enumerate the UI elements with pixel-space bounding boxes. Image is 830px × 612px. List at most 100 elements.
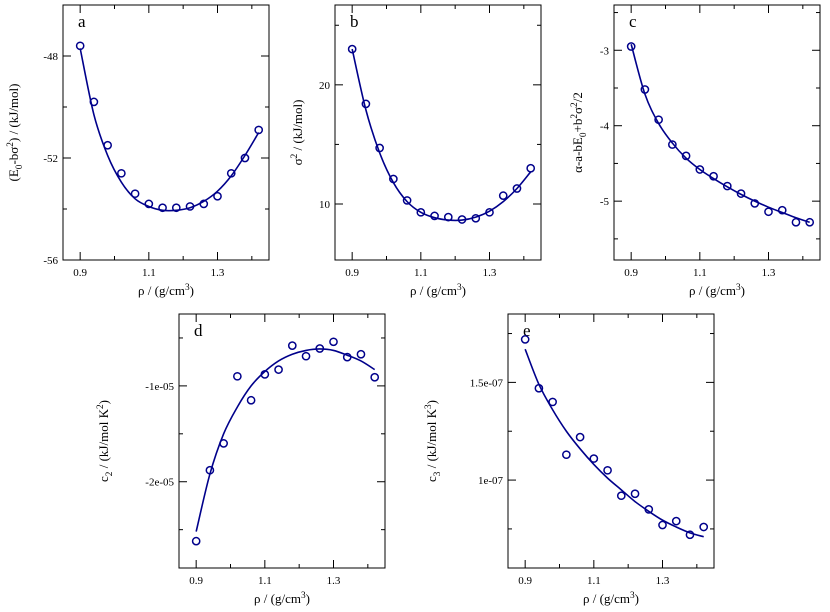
data-point-b xyxy=(526,163,536,173)
data-point-a xyxy=(240,153,250,163)
x-tick-label: 1.1 xyxy=(587,575,601,587)
y-tick-label: 1e-07 xyxy=(478,475,504,487)
plot-frame-d xyxy=(178,313,386,569)
x-tick-label: 1.1 xyxy=(258,575,272,587)
y-tick-label: -3 xyxy=(600,45,610,57)
y-axis-label-e: c3 / (kJ/mol K3) xyxy=(424,400,443,482)
data-point-a xyxy=(226,168,236,178)
data-point-b xyxy=(347,44,357,54)
data-point-c xyxy=(750,199,760,208)
data-point-d xyxy=(329,337,338,347)
plot-frame-c xyxy=(613,4,821,261)
data-point-e xyxy=(534,383,544,393)
fit-curve-a xyxy=(79,48,260,212)
x-tick-label: 1.3 xyxy=(327,575,341,587)
data-point-a xyxy=(213,191,222,201)
data-point-b xyxy=(498,191,508,201)
data-point-d xyxy=(205,465,215,475)
x-tick-label: 0.9 xyxy=(624,267,638,279)
data-point-d xyxy=(260,370,270,379)
data-point-d xyxy=(274,365,283,374)
data-point-b xyxy=(375,143,384,153)
data-point-b xyxy=(361,99,371,109)
data-point-a xyxy=(158,203,167,213)
data-point-e xyxy=(685,530,695,540)
panel-d: 0.9 1.1 1.3 -2e-05 -1e-05 d ρ / (g/cm3) c2 / (k… xyxy=(96,313,386,606)
panel-letter-b: b xyxy=(350,12,359,31)
data-point-d xyxy=(370,372,380,382)
data-point-d xyxy=(301,351,311,361)
y-tick-label: -52 xyxy=(43,153,58,165)
y-tick-label: -48 xyxy=(43,51,58,63)
data-point-d xyxy=(191,536,201,546)
y-axis-label-b: σ2 / (kJ/mol) xyxy=(290,100,305,166)
data-point-b xyxy=(485,207,494,217)
data-point-a xyxy=(75,41,85,51)
x-axis-label-b: ρ / (g/cm3) xyxy=(410,283,466,298)
data-point-a xyxy=(89,97,99,107)
data-point-b xyxy=(457,215,467,224)
panel-c: 0.9 1.1 1.3 -5 -4 -3 c ρ / (g/cm3) α-a-bE0+b2σ2/… xyxy=(570,4,821,298)
x-tick-label: 0.9 xyxy=(189,575,203,587)
data-point-b xyxy=(416,207,426,217)
fit-curve-c xyxy=(630,44,810,224)
data-point-d xyxy=(287,341,297,350)
data-point-a xyxy=(171,203,181,213)
data-point-a xyxy=(144,199,154,209)
data-point-b xyxy=(512,184,522,193)
data-point-c xyxy=(736,189,746,198)
data-point-e xyxy=(616,491,626,501)
data-point-d xyxy=(233,371,242,381)
panel-letter-e: e xyxy=(523,321,531,340)
data-point-e xyxy=(630,489,640,499)
data-point-b xyxy=(402,196,412,205)
data-point-c xyxy=(722,181,732,191)
data-point-a xyxy=(130,189,140,199)
x-tick-label: 1.3 xyxy=(656,575,670,587)
data-point-e xyxy=(562,450,571,460)
x-axis-label-a: ρ / (g/cm3) xyxy=(138,283,194,298)
data-point-c xyxy=(695,165,705,174)
data-point-c xyxy=(654,115,663,125)
data-point-e xyxy=(548,397,557,407)
data-point-c xyxy=(777,205,787,215)
y-tick-label: -5 xyxy=(600,196,610,208)
y-tick-label: 1.5e-07 xyxy=(470,377,504,389)
data-point-a xyxy=(103,140,112,150)
data-point-c xyxy=(791,217,801,227)
x-tick-label: 1.1 xyxy=(142,267,156,279)
data-point-d xyxy=(219,439,228,448)
y-axis-label-a: (E0-bσ2) / (kJ/mol) xyxy=(6,84,25,182)
plot-frame-b xyxy=(334,4,542,261)
y-axis-label-d: c2 / (kJ/mol K2) xyxy=(96,400,115,482)
data-point-e xyxy=(575,432,585,442)
fit-curve-d xyxy=(195,348,376,532)
data-point-c xyxy=(764,207,773,217)
data-point-b xyxy=(471,213,481,223)
data-point-b xyxy=(430,211,439,221)
fit-curve-e xyxy=(524,348,704,538)
x-tick-label: 1.3 xyxy=(762,267,776,279)
y-tick-label: -4 xyxy=(600,121,610,133)
data-point-a xyxy=(185,202,195,211)
x-tick-label: 0.9 xyxy=(518,575,532,587)
y-tick-label: -1e-05 xyxy=(145,381,174,393)
data-point-c xyxy=(640,85,650,94)
data-point-e xyxy=(603,465,612,475)
y-axis-label-c: α-a-bE0+b2σ2/2 xyxy=(570,92,589,173)
data-point-d xyxy=(356,349,366,359)
panel-b: 0.9 1.1 1.3 10 20 b ρ / (g/cm3) σ2 / (kJ/mol) xyxy=(290,4,542,298)
plot-frame-a xyxy=(62,4,270,261)
data-point-e xyxy=(520,335,530,344)
data-point-b xyxy=(443,212,453,222)
data-point-c xyxy=(626,42,636,51)
x-tick-label: 0.9 xyxy=(73,267,87,279)
panel-letter-a: a xyxy=(78,12,86,31)
panel-e: 0.9 1.1 1.3 1e-07 1.5e-07 e ρ / (g/cm3) c3 / (k… xyxy=(424,313,715,606)
data-point-c xyxy=(681,151,691,161)
panel-letter-c: c xyxy=(629,12,637,31)
data-point-c xyxy=(805,217,815,227)
y-tick-label: -56 xyxy=(43,255,58,267)
data-point-d xyxy=(315,344,325,353)
